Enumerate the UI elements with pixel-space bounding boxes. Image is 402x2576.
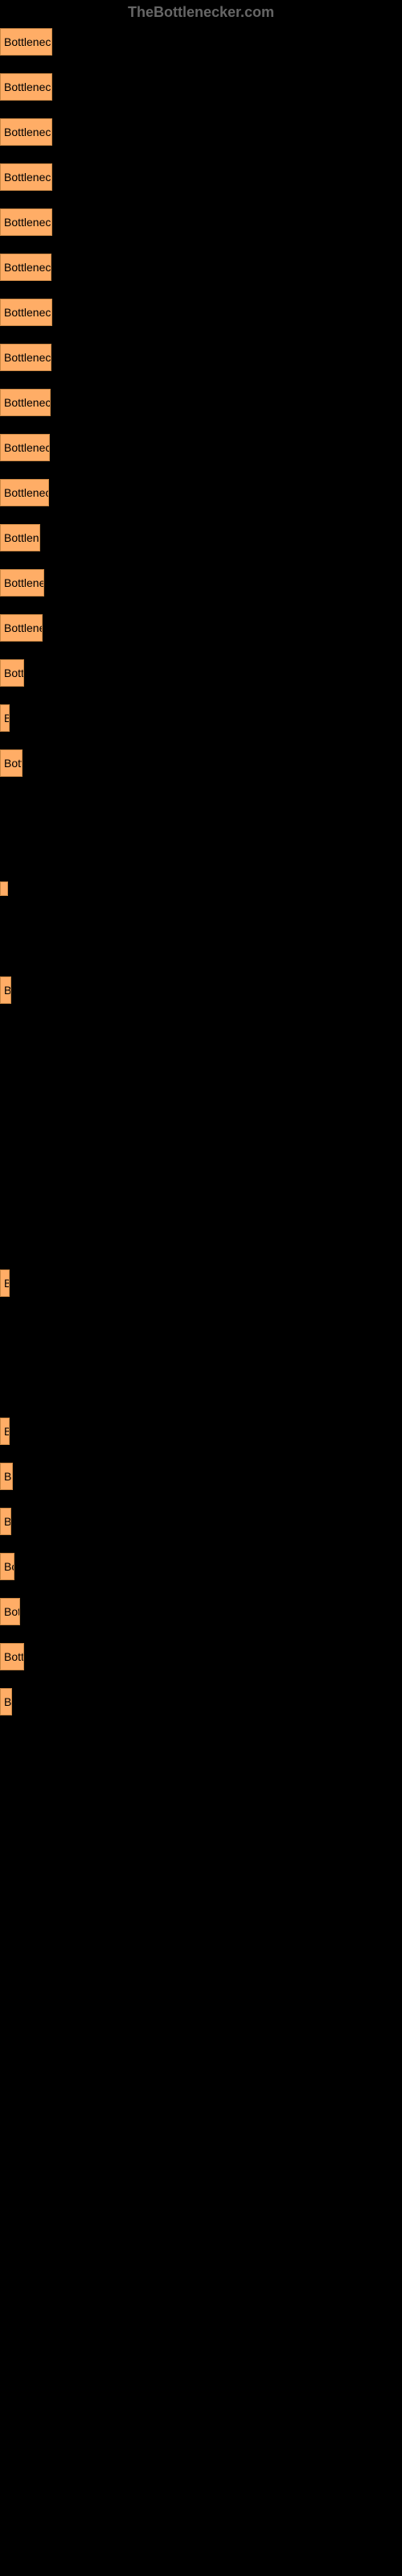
chart-bar-2: Bottleneck rest (0, 118, 52, 146)
chart-bar-3: Bottleneck rest (0, 163, 52, 191)
chart-bar-25: Bottle (0, 1643, 24, 1670)
chart-bar-16: Bottle (0, 749, 23, 777)
chart-bar-15: B (0, 704, 10, 732)
chart-bar-24: Botte (0, 1598, 20, 1625)
chart-bar-10: Bottleneck r (0, 479, 49, 506)
chart-bar-6: Bottleneck rest (0, 299, 52, 326)
chart-bar-18: Bo (0, 976, 11, 1004)
chart-bar-11: Bottleneck (0, 524, 40, 551)
chart-bar-17 (0, 881, 8, 896)
chart-bar-22: Bo (0, 1508, 11, 1535)
chart-bar-0: Bottleneck rest (0, 28, 52, 56)
chart-bar-26: Bo (0, 1688, 12, 1715)
chart-bar-8: Bottleneck re (0, 389, 51, 416)
chart-bar-20: B (0, 1418, 10, 1445)
chart-bar-5: Bottleneck re (0, 254, 51, 281)
chart-bar-19: B (0, 1269, 10, 1297)
chart-bar-7: Bottleneck res (0, 344, 51, 371)
chart-bar-23: Bot (0, 1553, 14, 1580)
chart-bar-14: Bottler (0, 659, 24, 687)
chart-bar-9: Bottleneck re (0, 434, 50, 461)
chart-bar-13: Bottleneck (0, 614, 43, 642)
watermark: TheBottlenecker.com (128, 4, 274, 21)
chart-bar-1: Bottleneck rest (0, 73, 52, 101)
chart-bar-4: Bottleneck rest (0, 208, 52, 236)
chart-bar-21: Bot (0, 1463, 13, 1490)
chart-bar-12: Bottleneck r (0, 569, 44, 597)
items-container: Bottleneck rest Bottleneck rest Bottleneck… (0, 0, 402, 1715)
